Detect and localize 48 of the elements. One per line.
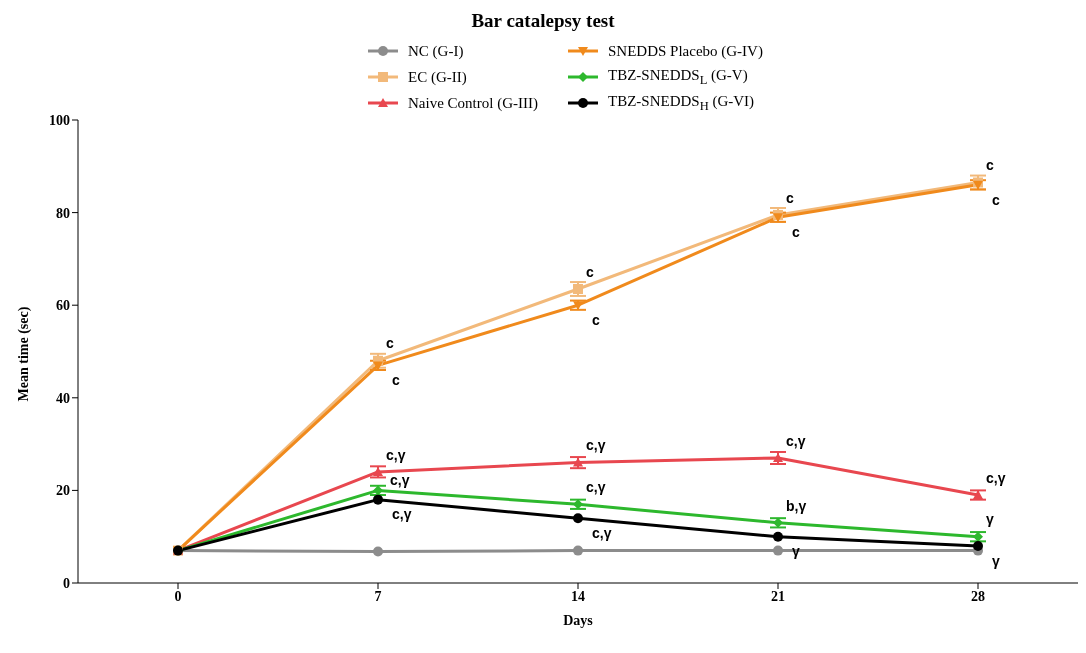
point [373, 494, 383, 505]
annotation: c [592, 311, 600, 328]
annotation: γ [792, 543, 800, 560]
point [573, 513, 583, 524]
annotation: c,γ [386, 446, 406, 463]
y-tick-label: 100 [49, 112, 70, 128]
annotation: c,γ [390, 472, 410, 489]
annotation: c [986, 157, 994, 174]
legend-label: Naive Control (G-III) [408, 94, 538, 111]
legend-label: TBZ-SNEDDS$_{L}$ (G-V) [607, 66, 748, 87]
annotation: c,γ [586, 437, 606, 454]
x-tick-label: 7 [374, 588, 382, 604]
annotation: b,γ [786, 497, 807, 514]
point [573, 284, 583, 294]
annotation: c [586, 263, 594, 280]
point [773, 545, 783, 556]
chart-title: Bar catalepsy test [470, 10, 616, 32]
annotation: c [386, 335, 394, 352]
point [373, 546, 383, 557]
x-tick-label: 14 [571, 588, 585, 604]
x-axis-title: Days [563, 613, 594, 628]
point [973, 540, 983, 551]
legend-label: TBZ-SNEDDS$_{H}$ (G-VI) [607, 92, 755, 113]
annotation: γ [992, 552, 1000, 569]
annotation: c [992, 191, 1000, 208]
y-tick-label: 20 [56, 483, 70, 499]
y-tick-label: 60 [56, 298, 70, 314]
annotation: c,γ [592, 524, 612, 541]
annotation: c,γ [586, 478, 606, 495]
point [773, 531, 783, 542]
y-tick-label: 0 [63, 575, 70, 591]
legend-label: NC (G-I) [408, 42, 464, 59]
x-tick-label: 28 [971, 588, 985, 604]
x-tick-label: 0 [174, 588, 182, 604]
annotation: c,γ [392, 506, 412, 523]
legend-label: SNEDDS Placebo (G-IV) [607, 42, 763, 59]
point [573, 545, 583, 556]
y-axis-title: Mean time (sec) [15, 306, 32, 402]
annotation: c,γ [986, 469, 1006, 486]
x-tick-label: 21 [771, 588, 785, 604]
annotation: c [392, 372, 400, 389]
annotation: c,γ [786, 432, 806, 449]
annotation: c [792, 223, 800, 240]
legend-label: EC (G-II) [408, 68, 467, 85]
y-tick-label: 80 [56, 205, 70, 221]
annotation: c [786, 189, 794, 206]
y-tick-label: 40 [56, 390, 70, 406]
annotation: γ [986, 511, 994, 528]
